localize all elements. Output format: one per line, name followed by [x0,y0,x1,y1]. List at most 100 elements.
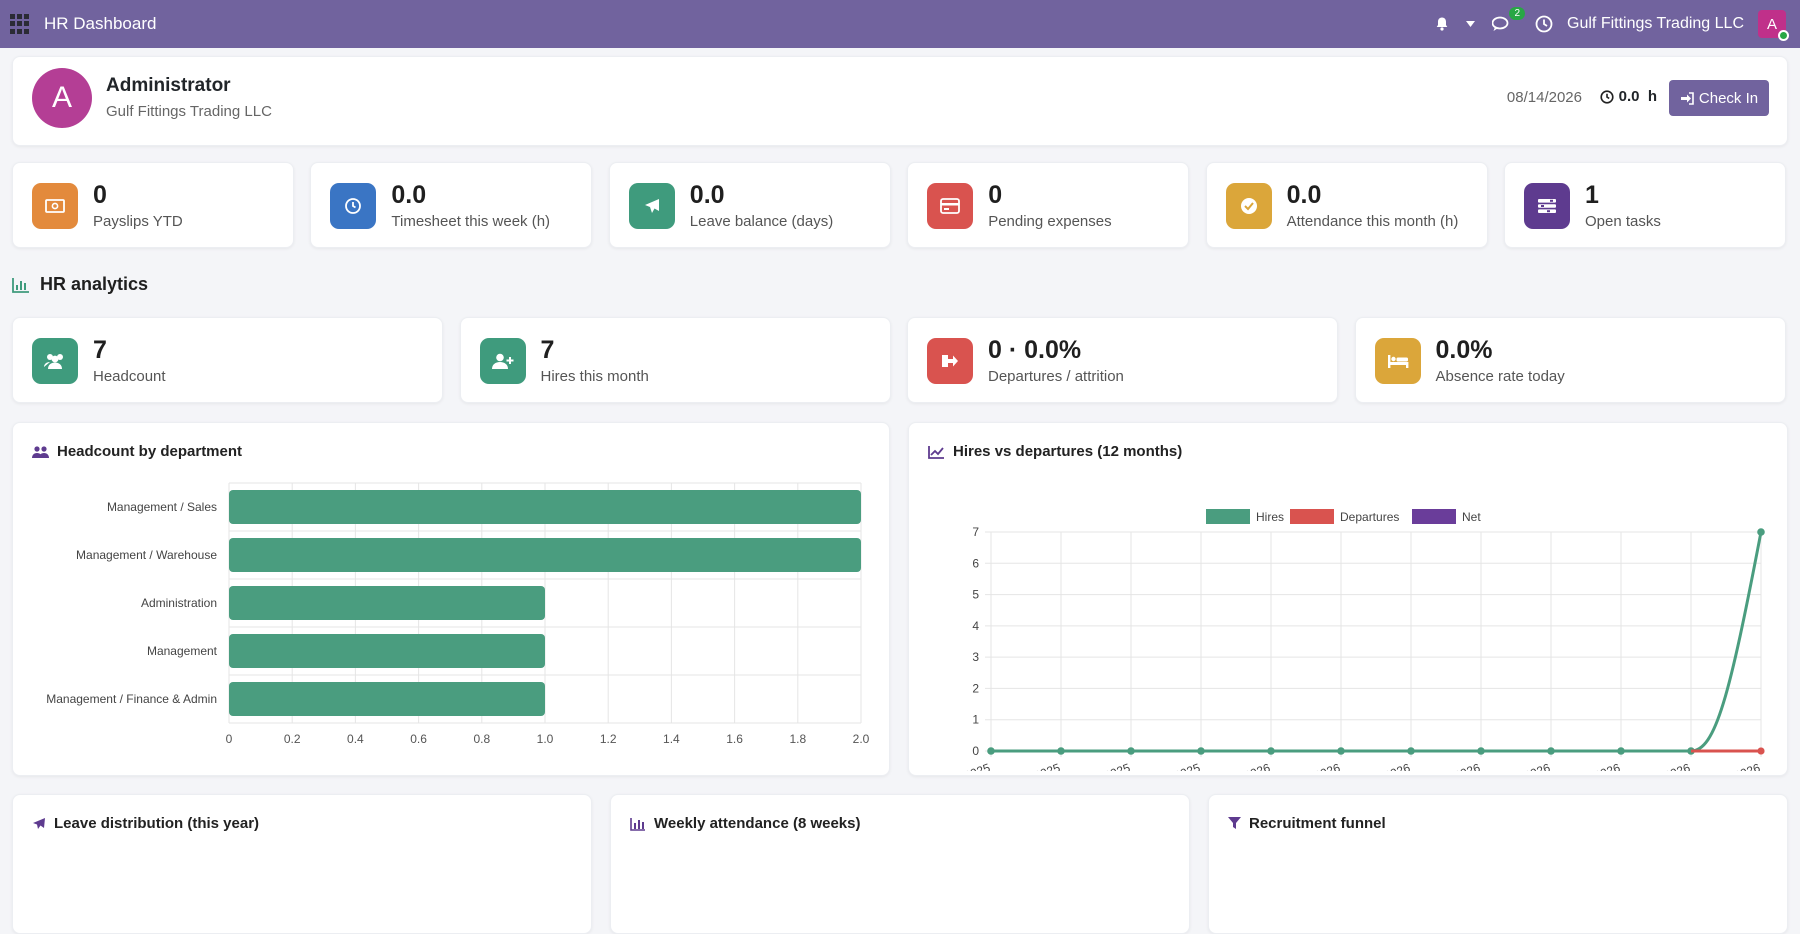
bar [229,586,545,620]
y-tick-label: Management / Finance & Admin [46,692,217,706]
plane-icon [628,183,675,229]
hires-line-chart: 0 1 2 3 4 5 6 7 09/01/2025 10/01/2025 11/01/2025 12… [931,509,1765,771]
check-circle-icon [1225,183,1272,229]
hires-point [987,747,995,755]
profile-company: Gulf Fittings Trading LLC [106,103,272,120]
y-tick-label: Administration [141,596,217,610]
headcount-panel-title: Headcount by department [32,443,242,460]
bar-chart-icon [630,817,645,831]
y-tick-label: 7 [972,525,979,539]
x-tick-label: 1.8 [789,732,806,746]
x-tick-label: 10/01/2025 [1001,761,1063,771]
legend-label: Net [1462,510,1481,524]
hires-point [1547,747,1555,755]
app-title[interactable]: HR Dashboard [44,14,157,33]
kpi-value: 7 [93,336,107,364]
x-tick-label: 0.6 [410,732,427,746]
clock-icon [330,183,377,229]
y-tick-label: 1 [972,713,979,727]
attendance-panel-title: Weekly attendance (8 weeks) [630,815,860,832]
profile-avatar: A [32,68,92,128]
hires-point [1477,747,1485,755]
bar [229,634,545,668]
profile-date: 08/14/2026 [1506,89,1582,106]
kpi-card[interactable]: 7 Hires this month [459,317,891,403]
recruitment-title: Recruitment funnel [1249,815,1386,832]
hires-title: Hires vs departures (12 months) [953,443,1183,460]
stat-card[interactable]: 0.0 Leave balance (days) [608,162,891,248]
hires-point [1757,528,1765,536]
stat-label: Open tasks [1585,213,1661,230]
x-tick-label: 07/01/2026 [1631,761,1693,771]
x-tick-label: 01/01/2026 [1211,761,1273,771]
stat-value: 0 [988,181,1003,209]
leave-panel: Leave distribution (this year) [12,794,592,934]
money-icon [32,183,78,229]
chevron-down-icon[interactable] [1465,13,1475,35]
attendance-panel: Weekly attendance (8 weeks) [610,794,1190,934]
kpi-label: Headcount [93,368,166,385]
check-in-button[interactable]: Check In [1669,80,1769,116]
x-tick-label: 08/01/2026 [1701,761,1763,771]
user-avatar[interactable]: A [1758,10,1789,41]
stat-card[interactable]: 1 Open tasks [1504,162,1786,248]
bar [229,682,545,716]
stat-value: 0.0 [1286,181,1322,209]
x-tick-label: 02/01/2026 [1281,761,1343,771]
recruitment-panel: Recruitment funnel [1208,794,1788,934]
y-tick-label: 0 [972,744,979,758]
kpi-value: 0.0% [1435,336,1493,364]
kpi-card[interactable]: 0.0% Absence rate today [1354,317,1786,403]
x-tick-label: 0.4 [347,732,364,746]
plane-icon [33,817,45,829]
stat-card[interactable]: 0.0 Attendance this month (h) [1205,162,1488,248]
x-tick-label: 1.6 [726,732,743,746]
tasks-icon [1524,183,1570,229]
user-avatar-letter: A [1766,15,1777,33]
legend-swatch [1290,509,1334,524]
clock-icon[interactable] [1533,13,1555,35]
x-tick-label: 0.8 [473,732,490,746]
headcount-bar-chart: 0 0.2 0.4 0.6 0.8 1.0 1.2 1.4 1.6 1.8 2.0 Managemen… [46,482,870,746]
y-tick-label: 6 [972,556,979,570]
stat-label: Leave balance (days) [689,213,834,230]
company-switcher[interactable]: Gulf Fittings Trading LLC [1567,15,1744,32]
chat-icon[interactable]: 2 [1491,7,1526,35]
kpi-card[interactable]: 7 Headcount [12,317,443,403]
headcount-title: Headcount by department [57,443,243,460]
stat-card[interactable]: 0 Payslips YTD [12,162,294,248]
check-in-label: Check In [1698,89,1759,107]
y-tick-label: Management / Warehouse [76,548,217,562]
stat-label: Pending expenses [988,213,1112,230]
x-tick-label: 03/01/2026 [1351,761,1413,771]
x-tick-label: 1.2 [600,732,617,746]
profile-card: A Administrator Gulf Fittings Trading LL… [12,56,1788,146]
kpi-card[interactable]: 0 · 0.0% Departures / attrition [907,317,1338,403]
x-tick-label: 12/01/2025 [1141,761,1203,771]
headcount-panel: Headcount by department 0 0.2 0.4 0.6 0.8 1.0… [12,422,890,776]
hires-point [1407,747,1415,755]
hires-panel-title: Hires vs departures (12 months) [928,443,1182,460]
x-tick-label: 11/01/2025 [1072,761,1133,771]
bar-chart-icon [12,277,29,293]
chat-badge: 2 [1509,7,1526,20]
hr-analytics-title: HR analytics [40,274,149,294]
credit-card-icon [927,183,974,229]
hires-point [1337,747,1345,755]
kpi-value: 7 [540,336,555,364]
y-tick-label: 4 [972,619,979,633]
y-tick-label: Management / Sales [107,500,217,514]
stat-label: Attendance this month (h) [1286,213,1459,230]
hires-point [1127,747,1135,755]
stat-value: 0.0 [391,181,427,209]
x-tick-label: 1.4 [663,732,680,746]
stat-card[interactable]: 0.0 Timesheet this week (h) [310,162,593,248]
profile-hours-value: 0.0 h [1618,88,1657,105]
bell-icon[interactable] [1431,13,1453,35]
users-icon [32,445,49,458]
apps-grid-icon[interactable] [10,14,30,34]
legend-swatch [1412,509,1456,524]
stat-card[interactable]: 0 Pending expenses [907,162,1190,248]
hires-point [1617,747,1625,755]
series-line-hires [990,531,1763,753]
